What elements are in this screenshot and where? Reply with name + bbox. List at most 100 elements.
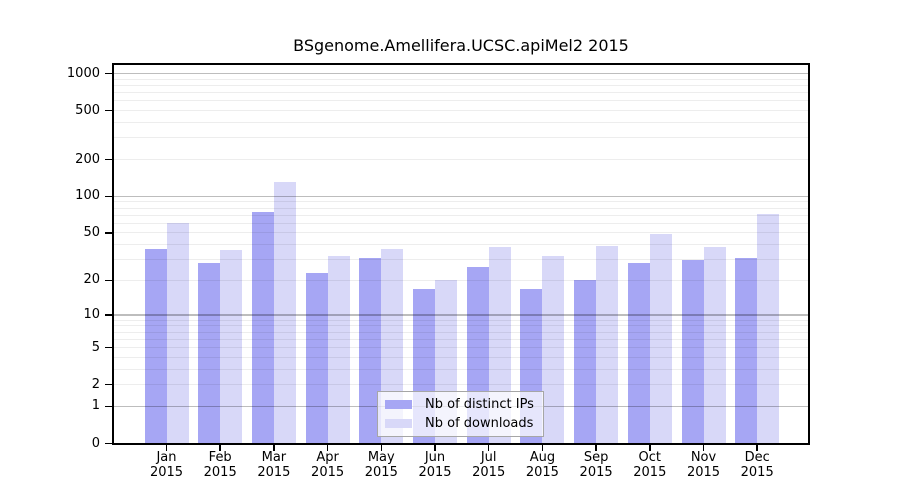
gridline-60 [114,222,808,224]
gridline-70 [114,214,808,216]
legend-item-distinct-ips: Nb of distinct IPs [385,397,537,412]
x-axis-tick-apr [326,445,329,451]
gridline-600 [114,100,808,102]
y-axis-tick-50 [105,232,112,234]
x-axis-label-aug: Aug 2015 [525,450,559,480]
bar-downloads-aug [542,256,565,443]
x-axis-label-nov: Nov 2015 [686,450,721,480]
x-axis-label-sep: Sep 2015 [579,450,613,480]
x-axis-tick-sep [595,445,597,451]
x-axis-label-mar: Mar 2015 [257,450,291,480]
bar-downloads-dec [757,214,780,443]
y-axis-tick-2 [105,383,112,386]
y-axis-label-100: 100 [75,188,100,204]
chart-title: BSgenome.Amellifera.UCSC.apiMel2 2015 [293,36,629,55]
bar-downloads-sep [596,245,619,443]
gridline-30 [114,259,808,261]
gridline-90 [114,201,808,203]
bar-downloads-nov [703,247,726,443]
x-axis-tick-oct [649,445,651,451]
gridline-200 [114,159,808,161]
y-axis-label-500: 500 [75,102,100,118]
x-axis-tick-feb [219,445,221,451]
x-axis-label-jun: Jun 2015 [418,450,452,480]
legend-swatch-downloads [385,418,412,428]
y-axis-tick-1000 [105,72,112,75]
bar-ips-dec [735,257,758,443]
gridline-300 [114,137,808,139]
x-axis-label-may: May 2015 [364,450,398,480]
y-axis-label-1: 1 [91,398,100,414]
y-axis-label-50: 50 [83,224,100,240]
gridline-4 [114,356,808,358]
x-axis-tick-jan [165,445,168,451]
gridline-80 [114,207,808,209]
bar-ips-jan [144,248,167,443]
y-axis-label-2: 2 [91,376,100,392]
gridline-500 [114,110,808,112]
gridline-800 [114,84,808,86]
y-axis-label-5: 5 [91,339,100,355]
y-axis-tick-100 [105,195,112,198]
gridline-20 [114,279,808,281]
y-axis-tick-10 [105,314,112,316]
x-axis-label-jul: Jul 2015 [472,450,506,480]
y-axis-tick-20 [105,279,112,282]
bar-downloads-feb [220,250,243,443]
gridline-50 [114,232,808,234]
gridline-6 [114,338,808,340]
x-axis-label-dec: Dec 2015 [740,450,774,480]
gridline-5 [114,347,808,349]
gridline-900 [114,78,808,80]
x-axis-tick-may [380,445,383,451]
y-axis-tick-500 [105,109,112,112]
gridline-10 [114,314,808,316]
y-axis-label-20: 20 [83,272,100,288]
y-axis-label-0: 0 [91,435,100,451]
bar-ips-may [359,257,382,443]
x-axis-tick-mar [273,445,275,451]
gridline-2 [114,384,808,386]
x-axis-tick-aug [541,445,544,451]
legend-label-distinct-ips: Nb of distinct IPs [425,397,534,413]
legend-item-downloads: Nb of downloads [385,416,537,431]
x-axis-label-apr: Apr 2015 [311,450,345,480]
legend: Nb of distinct IPs Nb of downloads [377,391,544,437]
gridline-1000 [114,72,808,75]
gridline-3 [114,368,808,370]
x-axis-label-feb: Feb 2015 [203,450,237,480]
x-axis-tick-jun [434,445,436,451]
bar-ips-feb [198,263,221,443]
legend-label-downloads: Nb of downloads [425,415,534,431]
legend-swatch-distinct-ips [385,400,412,410]
bar-ips-mar [251,211,274,443]
bar-ips-nov [681,259,704,443]
bar-downloads-oct [649,234,672,443]
bar-downloads-jan [166,223,189,443]
y-axis-label-200: 200 [75,151,100,167]
gridline-400 [114,122,808,124]
x-axis-label-jan: Jan 2015 [149,450,184,480]
y-axis-tick-5 [105,346,112,349]
bar-ips-apr [305,273,328,443]
gridline-9 [114,319,808,321]
y-axis-tick-0 [105,442,112,445]
x-axis-tick-dec [756,445,758,451]
bar-downloads-mar [273,182,296,443]
y-axis-label-1000: 1000 [66,65,100,81]
y-axis-tick-1 [105,405,112,408]
gridline-7 [114,331,808,333]
bar-ips-sep [574,280,597,443]
bar-downloads-apr [327,256,350,443]
bar-ips-oct [627,263,650,443]
x-axis-tick-jul [487,445,490,451]
gridline-8 [114,325,808,327]
y-axis-tick-200 [105,158,112,161]
gridline-40 [114,244,808,246]
y-axis-label-10: 10 [83,307,100,323]
x-axis-tick-nov [702,445,705,451]
x-axis-label-oct: Oct 2015 [633,450,667,480]
gridline-700 [114,92,808,94]
gridline-100 [114,195,808,198]
